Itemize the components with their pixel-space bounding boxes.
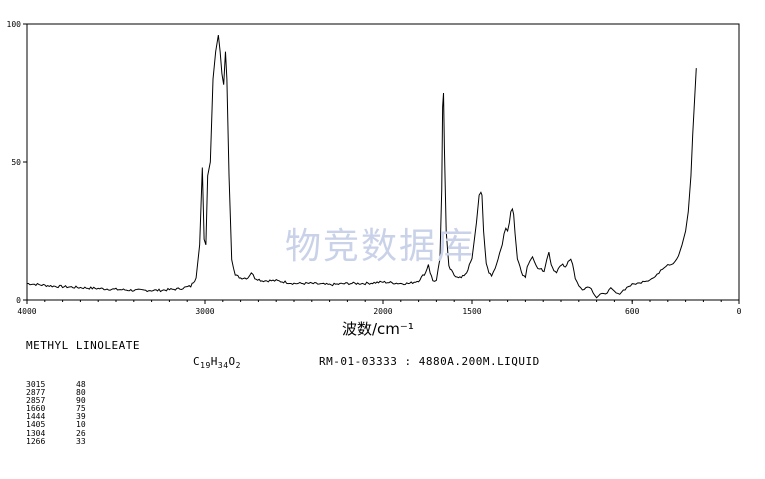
compound-name: METHYL LINOLEATE — [26, 339, 140, 352]
peak-wavenumber: 1304 — [26, 428, 46, 438]
peak-table: 3015 48 2877 80 2857 90 1660 75 1444 39 1405 10 1304… — [26, 380, 86, 446]
x-axis-title: 波数/cm⁻¹ — [342, 320, 414, 338]
formula-c-sub: 19 — [200, 361, 211, 371]
peak-intensity: 75 — [76, 404, 86, 414]
y-tick-label: 50 — [11, 158, 21, 167]
y-tick-label: 0 — [16, 296, 21, 305]
peak-intensity: 80 — [76, 388, 86, 398]
y-tick-label: 100 — [7, 20, 22, 29]
x-tick-label: 600 — [625, 307, 640, 316]
peak-intensity: 33 — [76, 436, 86, 446]
x-tick-label: 0 — [737, 307, 742, 316]
watermark: 物竞数据库 — [285, 226, 476, 267]
peak-row: 1660 75 — [26, 405, 86, 413]
formula-o: O — [228, 355, 236, 368]
peak-row: 1444 39 — [26, 413, 86, 421]
x-tick-label: 4000 — [17, 307, 36, 316]
peak-wavenumber: 1266 — [26, 436, 46, 446]
peak-intensity: 10 — [76, 420, 86, 430]
molecular-formula: C19H34O2 — [193, 356, 241, 370]
x-tick-label: 2000 — [373, 307, 392, 316]
peak-wavenumber: 2857 — [26, 396, 46, 406]
formula-o-sub: 2 — [235, 361, 241, 371]
x-tick-label: 3000 — [195, 307, 214, 316]
formula-c: C — [193, 355, 201, 368]
spectrum-line — [26, 34, 697, 299]
peak-row: 1405 10 — [26, 421, 86, 429]
peak-wavenumber: 3015 — [26, 380, 46, 389]
x-tick-label: 1500 — [462, 307, 481, 316]
peak-intensity: 26 — [76, 428, 86, 438]
peak-row: 3015 48 — [26, 380, 86, 389]
peak-wavenumber: 1405 — [26, 420, 46, 430]
spectrum-info: RM-01-03333 : 4880A.200M.LIQUID — [319, 355, 540, 368]
peak-intensity: 48 — [76, 380, 86, 389]
formula-h-sub: 34 — [217, 361, 229, 371]
peak-row: 1266 33 — [26, 436, 86, 446]
peak-row: 2877 80 — [26, 388, 86, 398]
peak-wavenumber: 1444 — [26, 412, 46, 422]
peak-row: 2857 90 — [26, 397, 86, 405]
axis-ticks: 4000 3000 2000 1500 600 0 100 50 0 — [7, 20, 742, 316]
peak-intensity: 90 — [76, 396, 86, 406]
peak-wavenumber: 1660 — [26, 404, 46, 414]
peak-row: 1304 26 — [26, 428, 86, 438]
peak-intensity: 39 — [76, 412, 86, 422]
peak-wavenumber: 2877 — [26, 388, 46, 398]
formula-h: H — [210, 355, 218, 368]
